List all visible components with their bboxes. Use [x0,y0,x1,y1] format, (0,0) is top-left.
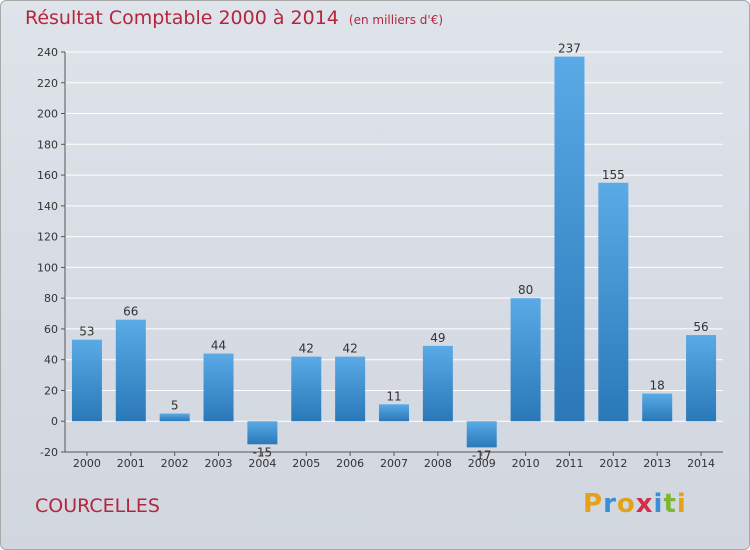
y-tick-label: 20 [44,384,58,397]
bar [291,356,322,422]
logo-letter: i [676,489,687,519]
y-tick-label: 220 [37,77,58,90]
bars [71,56,717,448]
x-tick-label: 2002 [161,457,189,470]
bar [379,404,409,422]
y-tick-label: 80 [44,292,58,305]
y-tick-label: 60 [44,323,58,336]
data-label: 11 [386,389,401,403]
x-tick-label: 2003 [205,457,233,470]
chart-title-text: Résultat Comptable 2000 à 2014 [25,7,339,29]
commune-name: COURCELLES [35,495,160,517]
bar [466,421,497,448]
logo-letter: r [603,489,617,519]
bar [642,393,673,422]
x-tick-label: 2009 [468,457,496,470]
bar [554,56,585,422]
data-label: 56 [693,320,708,334]
chart-title: Résultat Comptable 2000 à 2014 (en millie… [25,7,443,29]
bar [71,339,102,422]
x-tick-label: 2007 [380,457,408,470]
data-label: 237 [558,42,581,56]
data-label: 44 [211,339,226,353]
x-tick-label: 2011 [555,457,583,470]
y-tick-label: 200 [37,108,58,121]
y-tick-label: 140 [37,200,58,213]
x-tick-label: 2000 [73,457,101,470]
data-label: 18 [650,379,665,393]
data-label: 66 [123,305,138,319]
bar [598,182,629,422]
proxiti-logo[interactable]: Proxiti [583,489,687,519]
logo-letter: o [616,489,636,519]
x-tick-label: 2006 [336,457,364,470]
logo-letter: x [635,489,654,519]
x-tick-label: 2013 [643,457,671,470]
bar [203,353,234,422]
y-tick-label: 0 [51,415,58,428]
bar [335,356,366,422]
data-label: 155 [602,168,625,182]
data-label: 53 [79,325,94,339]
logo-letter: t [663,489,677,519]
data-label: -17 [472,448,492,462]
y-tick-label: 180 [37,138,58,151]
y-tick-label: 40 [44,354,58,367]
bar [422,345,453,422]
x-tick-label: 2004 [248,457,276,470]
y-tick-label: 120 [37,231,58,244]
x-tick-label: 2008 [424,457,452,470]
logo-letter: i [653,489,664,519]
y-tick-label: -20 [40,446,58,459]
bar [159,413,190,422]
x-tick-label: 2010 [512,457,540,470]
x-tick-label: 2005 [292,457,320,470]
bar [510,298,541,422]
x-tick-label: 2014 [687,457,715,470]
data-labels: 53 66 5 44 -15 42 42 11 49 -17 80 237 155 18 56 [79,42,708,463]
data-label: 80 [518,283,533,297]
data-label: 42 [342,342,357,356]
bar [247,421,278,445]
data-label: -15 [253,445,273,459]
data-label: 5 [171,399,179,413]
bar [686,335,717,422]
y-tick-label: 240 [37,46,58,59]
y-tick-label: 160 [37,169,58,182]
x-tick-label: 2012 [599,457,627,470]
data-label: 42 [299,342,314,356]
data-label: 49 [430,331,445,345]
x-tick-label: 2001 [117,457,145,470]
bar [115,319,146,422]
axes: -20 0 20 40 60 80 100 120 140 160 180 200 220 240 2000… [37,46,723,470]
logo-letter: P [583,489,604,519]
chart-subtitle: (en milliers d'€) [348,13,444,27]
y-tick-label: 100 [37,261,58,274]
